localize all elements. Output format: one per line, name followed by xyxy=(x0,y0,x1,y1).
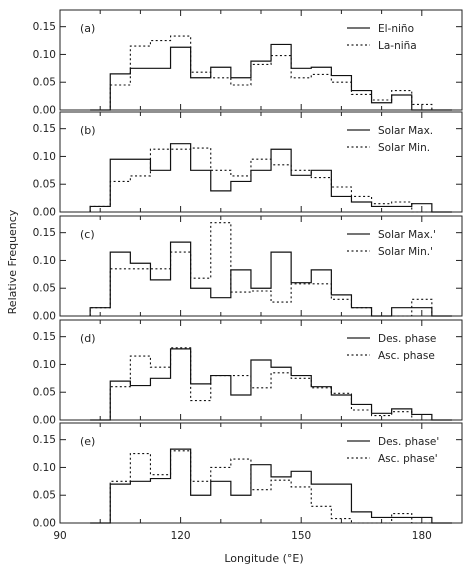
series-line xyxy=(90,43,452,111)
panels-group: 0.000.050.100.15 (a) El-niñoLa-niña0.000.0… xyxy=(33,9,463,530)
y-tick-label: 0.00 xyxy=(33,518,56,530)
legend-entry: Asc. phase xyxy=(378,350,435,362)
y-axis-label: Relative Frequency xyxy=(6,209,19,314)
panel-tag: (a) xyxy=(80,22,95,35)
x-tick-label: 150 xyxy=(291,530,311,542)
panel: 0.00 0.05 0.10 0.15 (b) Solar Max. Solar Min. xyxy=(33,111,463,219)
legend-entry: Solar Min.' xyxy=(378,246,433,258)
legend-entry: El-niño xyxy=(378,23,414,35)
y-tick-label: 0.00 xyxy=(33,207,56,219)
x-axis: 90 120 150 180 xyxy=(53,530,432,542)
y-tick-label: 0.05 xyxy=(33,77,56,89)
panel: 0.00 0.05 0.10 0.15 (e) Des. phase' Asc. phase… xyxy=(33,422,463,530)
panel-tag: (c) xyxy=(80,228,95,241)
y-tick-label: 0.00 xyxy=(33,311,56,323)
y-tick-label: 0.05 xyxy=(33,490,56,502)
y-tick-label: 0.10 xyxy=(33,359,56,371)
panel: 0.00 0.05 0.10 0.15 (c) Solar Max.' Solar Min.… xyxy=(33,215,463,323)
y-tick-label: 0.05 xyxy=(33,179,56,191)
panel: 0.00 0.05 0.10 0.15 (a) El-niño La-niña xyxy=(33,9,463,117)
x-tick-label: 120 xyxy=(171,530,191,542)
x-tick-label: 180 xyxy=(412,530,432,542)
panel: 0.00 0.05 0.10 0.15 (d) Des. phase Asc. phase xyxy=(33,319,463,427)
series-line xyxy=(90,348,452,421)
y-tick-label: 0.10 xyxy=(33,462,56,474)
panel-tag: (d) xyxy=(80,332,96,345)
y-tick-label: 0.15 xyxy=(33,21,56,33)
y-tick-label: 0.00 xyxy=(33,105,56,117)
legend-entry: Des. phase' xyxy=(378,436,439,448)
y-tick-label: 0.15 xyxy=(33,123,56,135)
legend-entry: Solar Min. xyxy=(378,142,430,154)
series-line xyxy=(89,222,452,317)
panel-tag: (b) xyxy=(80,124,96,137)
series-line xyxy=(90,450,452,524)
y-tick-label: 0.05 xyxy=(33,283,56,295)
y-tick-label: 0.15 xyxy=(33,434,56,446)
legend-entry: Des. phase xyxy=(378,333,436,345)
x-axis-label: Longitude (°E) xyxy=(224,552,303,565)
y-tick-label: 0.15 xyxy=(33,331,56,343)
y-tick-label: 0.15 xyxy=(33,227,56,239)
series-line xyxy=(89,143,452,213)
y-tick-label: 0.10 xyxy=(33,151,56,163)
panel-tag: (e) xyxy=(80,435,95,448)
series-line xyxy=(89,147,452,213)
legend-entry: Solar Max. xyxy=(378,125,433,137)
x-tick-label: 90 xyxy=(53,530,66,542)
series-line xyxy=(90,35,452,111)
legend-entry: Solar Max.' xyxy=(378,229,436,241)
y-tick-label: 0.00 xyxy=(33,415,56,427)
legend-entry: Asc. phase' xyxy=(378,453,438,465)
legend-entry: La-niña xyxy=(378,40,417,52)
y-tick-label: 0.10 xyxy=(33,49,56,61)
y-tick-label: 0.05 xyxy=(33,387,56,399)
y-tick-label: 0.10 xyxy=(33,255,56,267)
